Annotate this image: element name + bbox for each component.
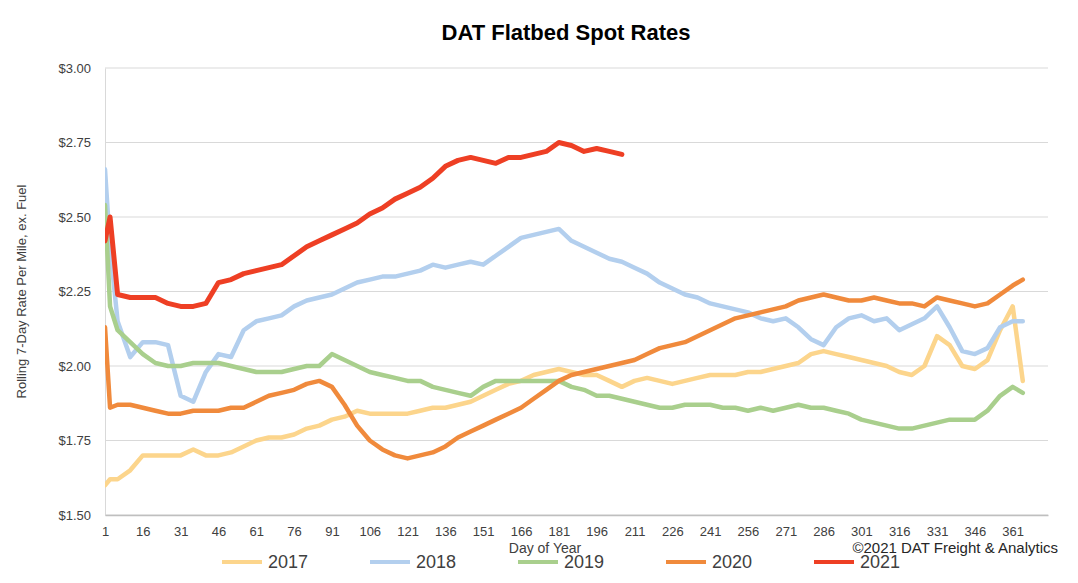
x-tick: 361 <box>1002 515 1024 539</box>
y-tick: $1.50 <box>58 508 105 523</box>
grid-line <box>105 142 1048 143</box>
y-tick: $1.75 <box>58 433 105 448</box>
y-tick-label: $1.75 <box>58 433 91 448</box>
x-tick: 91 <box>325 515 339 539</box>
x-tick-label: 256 <box>738 524 760 539</box>
grid-line <box>105 68 1048 69</box>
x-tick: 166 <box>511 515 533 539</box>
legend-swatch <box>814 560 854 564</box>
x-tick-label: 241 <box>700 524 722 539</box>
x-tick: 196 <box>586 515 608 539</box>
y-tick-label: $2.00 <box>58 359 91 374</box>
x-tick: 151 <box>473 515 495 539</box>
y-tick: $2.75 <box>58 135 105 150</box>
grid-line <box>105 515 1048 516</box>
x-tick: 301 <box>851 515 873 539</box>
title: DAT Flatbed Spot Rates <box>442 20 691 45</box>
legend-label: 2018 <box>416 552 456 572</box>
x-tick-label: 151 <box>473 524 495 539</box>
legend-item: 2017 <box>222 552 308 572</box>
x-tick: 286 <box>813 515 835 539</box>
x-tick: 136 <box>435 515 457 539</box>
legend-item: 2020 <box>666 552 752 572</box>
legend-label: 2020 <box>712 552 752 572</box>
legend-item: 2021 <box>814 552 900 572</box>
plot-lines <box>105 143 1023 486</box>
x-tick: 46 <box>212 515 226 539</box>
grid-line <box>105 440 1048 441</box>
x-tick: 31 <box>174 515 188 539</box>
x-tick: 331 <box>927 515 949 539</box>
y-axis: $1.50 $1.75 $2.00 $2.25 $2.50 $2.75 $3.00 <box>58 61 105 523</box>
x-tick-label: 211 <box>625 524 646 539</box>
legend-label: 2017 <box>268 552 308 572</box>
y-tick-label: $3.00 <box>58 61 91 76</box>
y-tick: $3.00 <box>58 61 105 76</box>
x-tick-label: 196 <box>586 524 608 539</box>
x-axis: 1 16 31 46 61 76 91 106 121 136 151 166 181 196 211 226… <box>102 515 1049 539</box>
x-tick-label: 16 <box>136 524 150 539</box>
y-tick-label: $2.50 <box>58 210 91 225</box>
x-tick-label: 346 <box>965 524 987 539</box>
legend-label: 2021 <box>860 552 900 572</box>
x-tick-label: 31 <box>174 524 188 539</box>
x-tick-label: 166 <box>511 524 533 539</box>
x-tick: 121 <box>397 515 419 539</box>
x-tick: 271 <box>775 515 797 539</box>
x-tick-label: 91 <box>325 524 339 539</box>
grid <box>105 68 1048 515</box>
legend-item: 2018 <box>370 552 456 572</box>
x-axis-line <box>106 515 1049 517</box>
x-tick: 1 <box>102 515 109 539</box>
x-tick-label: 331 <box>927 524 949 539</box>
x-tick: 256 <box>738 515 760 539</box>
x-tick-label: 301 <box>851 524 873 539</box>
x-tick-label: 46 <box>212 524 226 539</box>
x-tick-label: 121 <box>397 524 419 539</box>
x-tick-label: 181 <box>548 524 570 539</box>
y-tick: $2.25 <box>58 284 105 299</box>
x-tick: 346 <box>965 515 987 539</box>
legend-swatch <box>518 560 558 564</box>
x-tick: 181 <box>548 515 570 539</box>
legend-item: 2019 <box>518 552 604 572</box>
x-tick: 316 <box>889 515 911 539</box>
x-tick-label: 271 <box>775 524 797 539</box>
grid-line <box>105 291 1048 292</box>
x-tick-label: 226 <box>662 524 684 539</box>
x-tick-label: 106 <box>359 524 381 539</box>
x-tick: 106 <box>359 515 381 539</box>
x-tick: 61 <box>250 515 264 539</box>
x-tick-label: 361 <box>1002 524 1024 539</box>
x-tick-label: 61 <box>250 524 264 539</box>
y-tick: $2.00 <box>58 359 105 374</box>
chart: $1.50 $1.75 $2.00 $2.25 $2.50 $2.75 $3.00 1 16 31… <box>0 0 1078 583</box>
legend-swatch <box>370 560 410 564</box>
y-tick-label: $2.75 <box>58 135 91 150</box>
series-line <box>105 280 1023 459</box>
legend-label: 2019 <box>564 552 604 572</box>
y-tick-label: $2.25 <box>58 284 91 299</box>
x-tick: 76 <box>287 515 301 539</box>
x-tick: 211 <box>625 515 646 539</box>
y-tick: $2.50 <box>58 210 105 225</box>
legend: 2017 2018 2019 2020 2021 <box>222 552 900 572</box>
x-tick-label: 136 <box>435 524 457 539</box>
legend-swatch <box>666 560 706 564</box>
legend-swatch <box>222 560 262 564</box>
series-line <box>105 143 622 307</box>
y-axis-line <box>105 69 106 516</box>
x-tick-label: 286 <box>813 524 835 539</box>
x-tick: 16 <box>136 515 150 539</box>
y-tick-label: $1.50 <box>58 508 91 523</box>
x-tick: 226 <box>662 515 684 539</box>
x-tick-label: 76 <box>287 524 301 539</box>
grid-line <box>105 366 1048 367</box>
y-axis-title: Rolling 7-Day Rate Per Mile, ex. Fuel <box>14 184 29 398</box>
series-line <box>105 205 1023 428</box>
x-tick-label: 1 <box>102 524 109 539</box>
x-tick-label: 316 <box>889 524 911 539</box>
x-tick: 241 <box>700 515 722 539</box>
grid-line <box>105 217 1048 218</box>
